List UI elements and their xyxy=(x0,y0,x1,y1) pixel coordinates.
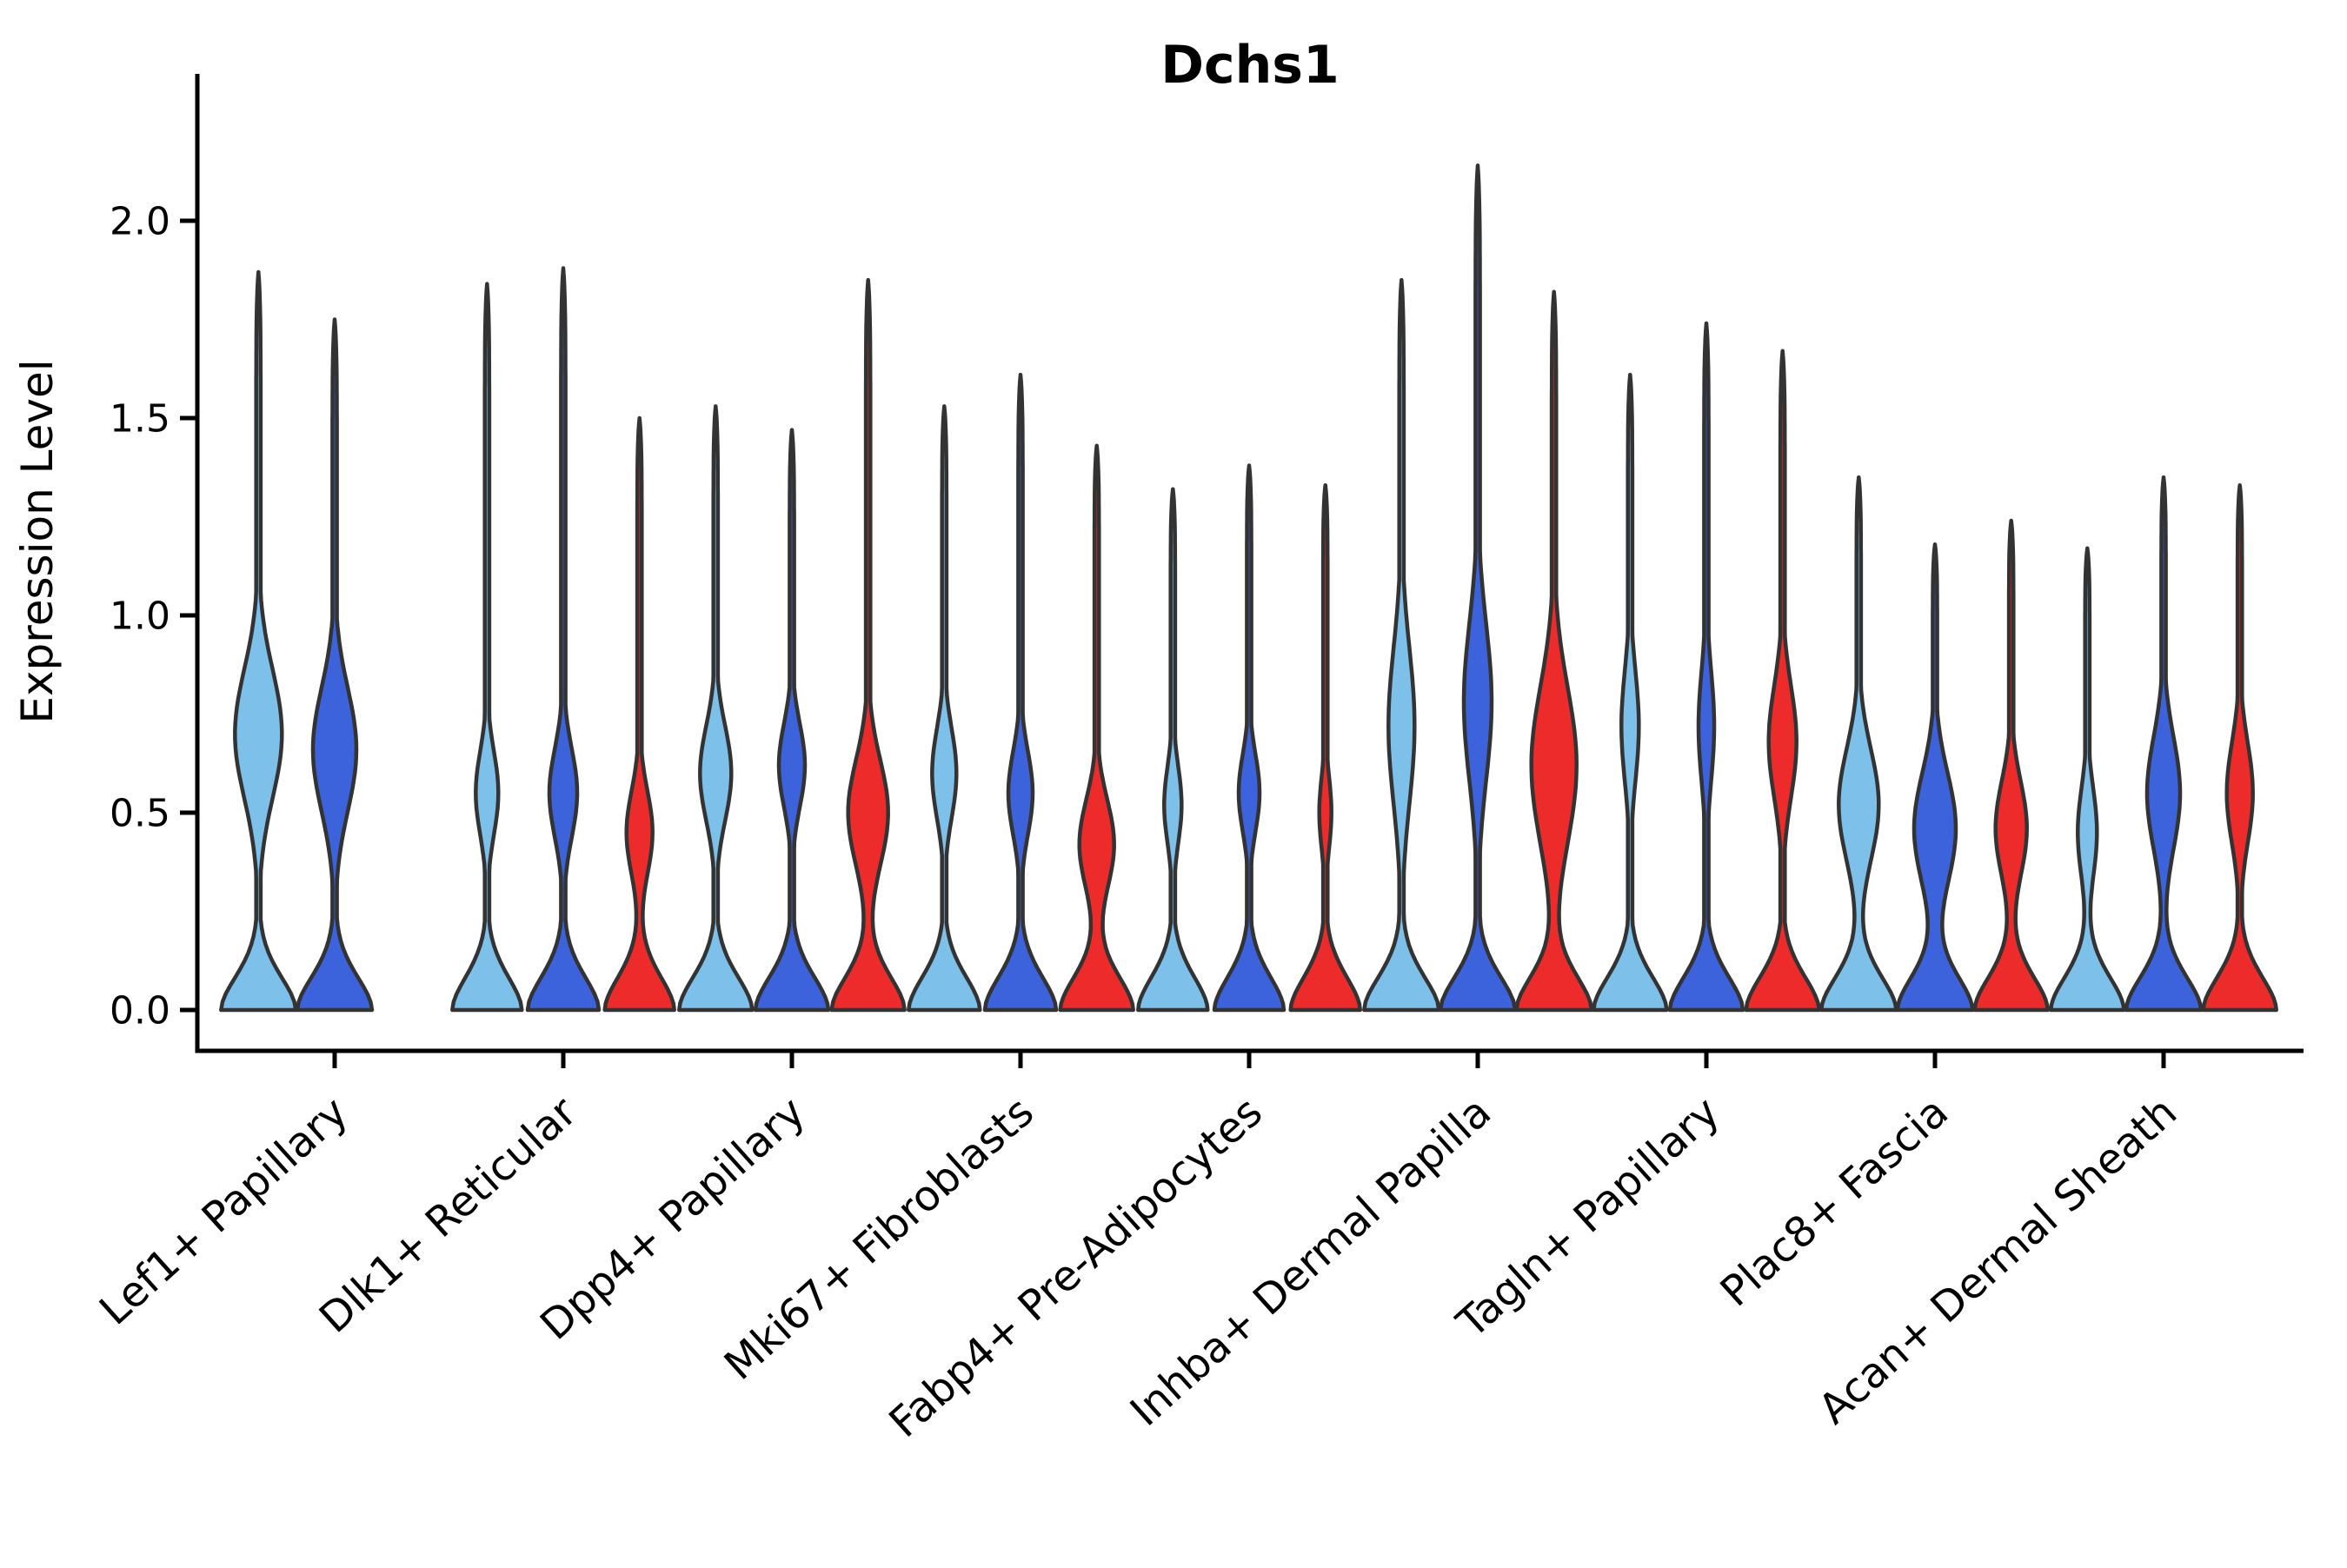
y-tick-label: 1.0 xyxy=(110,594,170,638)
y-tick-label: 0.5 xyxy=(110,791,170,835)
violin-9-series-3 xyxy=(2201,482,2278,1013)
chart-title: Dchs1 xyxy=(1160,35,1340,96)
violin-5-series-1 xyxy=(1136,487,1210,1013)
violin-3-series-3 xyxy=(829,277,907,1013)
violin-bodies xyxy=(219,163,2278,1013)
x-tick-label: Plac8+ Fascia xyxy=(1712,1087,1958,1316)
violin-1-series-2 xyxy=(295,317,375,1013)
violin-9-series-2 xyxy=(2124,475,2204,1013)
violin-6-series-2 xyxy=(1438,163,1518,1013)
violin-2-series-2 xyxy=(525,266,602,1013)
x-tick-label: Lef1+ Papillary xyxy=(90,1087,357,1334)
violin-4-series-1 xyxy=(907,404,982,1013)
y-axis-ticks: 0.0 0.5 1.0 1.5 2.0 xyxy=(110,199,197,1033)
violin-7-series-2 xyxy=(1667,321,1745,1013)
violin-4-series-2 xyxy=(982,372,1059,1013)
y-axis-label: Expression Level xyxy=(12,359,63,723)
violin-3-series-2 xyxy=(753,428,831,1013)
violin-9-series-1 xyxy=(2049,546,2126,1013)
violin-4-series-3 xyxy=(1058,443,1135,1013)
violin-8-series-1 xyxy=(1819,475,1898,1013)
violin-8-series-2 xyxy=(1895,542,1975,1013)
y-tick-label: 2.0 xyxy=(110,199,170,243)
violin-7-series-3 xyxy=(1744,349,1821,1013)
x-tick-label: Fabp4+ Pre-Adipocytes xyxy=(880,1087,1272,1447)
violin-2-series-1 xyxy=(450,282,524,1013)
violin-6-series-1 xyxy=(1362,277,1441,1013)
violin-3-series-1 xyxy=(677,404,755,1013)
violin-1-series-1 xyxy=(219,269,298,1013)
violin-5-series-2 xyxy=(1212,463,1287,1013)
y-tick-label: 1.5 xyxy=(110,396,170,441)
x-tick-label: Acan+ Dermal Sheath xyxy=(1810,1087,2187,1433)
x-tick-label: Inhba+ Dermal Papilla xyxy=(1121,1087,1500,1436)
violin-7-series-1 xyxy=(1592,372,1669,1013)
violin-5-series-3 xyxy=(1288,482,1362,1013)
violin-8-series-3 xyxy=(1972,518,2050,1013)
violin-6-series-3 xyxy=(1514,289,1594,1013)
violin-2-series-3 xyxy=(602,415,676,1013)
y-tick-label: 0.0 xyxy=(110,988,170,1033)
